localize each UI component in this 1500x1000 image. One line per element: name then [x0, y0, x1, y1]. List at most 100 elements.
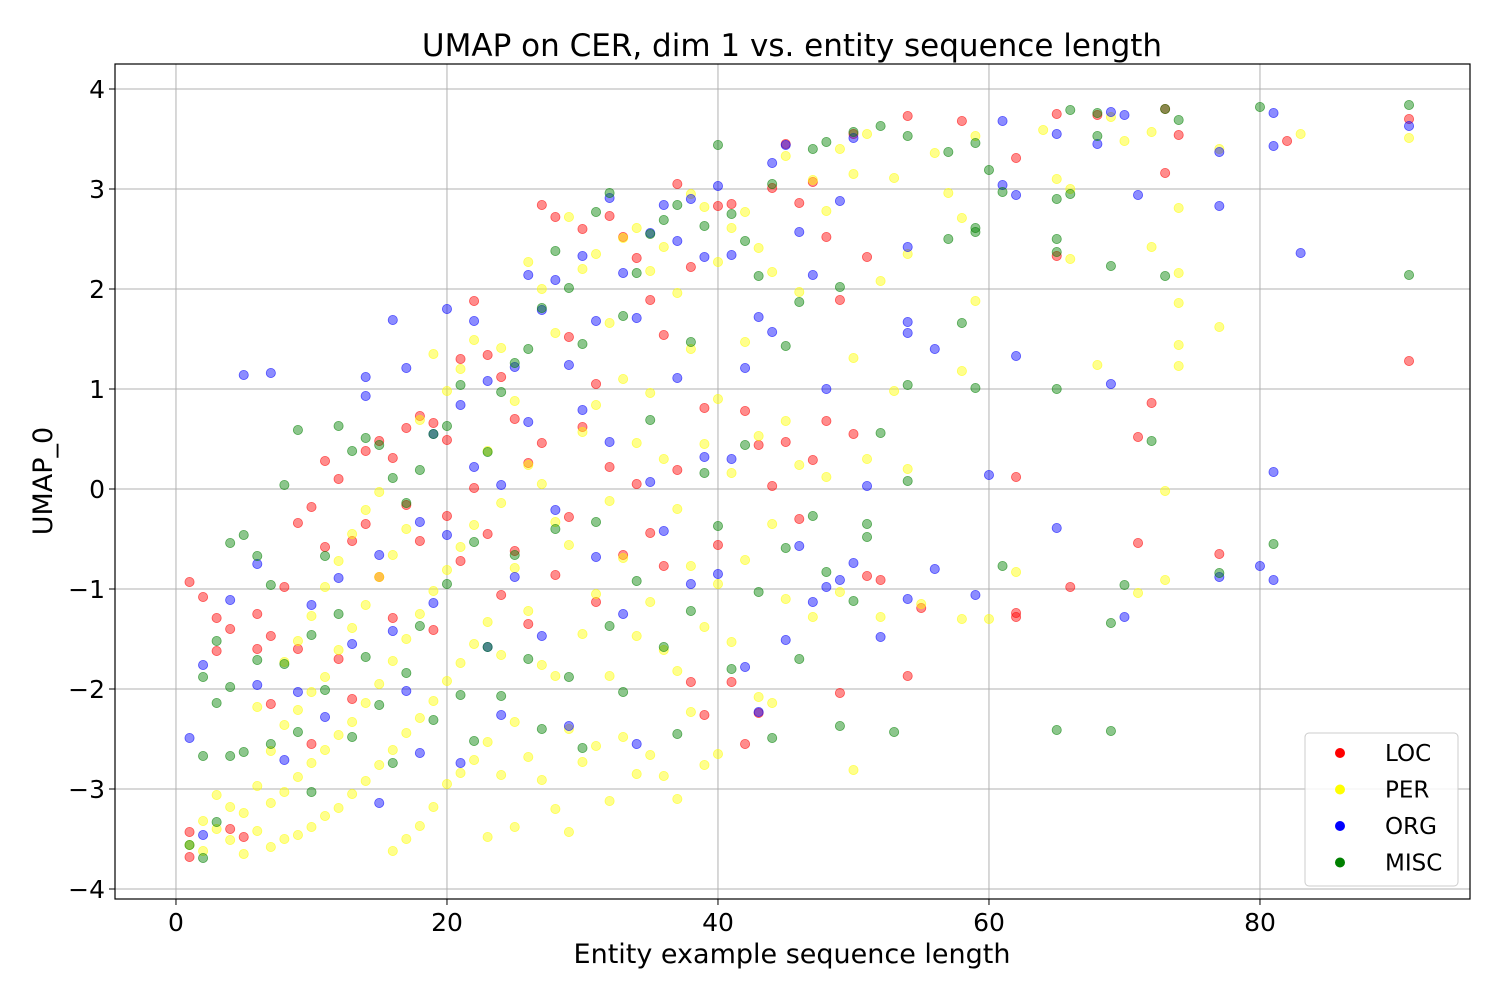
data-point	[1254, 102, 1265, 113]
data-point	[591, 589, 602, 600]
data-point	[929, 564, 940, 575]
data-point	[496, 770, 507, 781]
data-point	[198, 816, 209, 827]
grid-lines	[115, 64, 1470, 899]
data-point	[306, 739, 317, 750]
data-point	[848, 765, 859, 776]
data-point	[997, 186, 1008, 197]
data-point	[604, 796, 615, 807]
data-point	[252, 609, 263, 620]
data-point	[740, 206, 751, 217]
data-point	[401, 497, 412, 508]
data-point	[997, 561, 1008, 572]
data-point	[320, 551, 331, 562]
data-point	[428, 696, 439, 707]
data-point	[441, 779, 452, 790]
data-point	[807, 174, 818, 185]
data-point	[347, 536, 358, 547]
data-point	[401, 668, 412, 679]
data-point	[523, 416, 534, 427]
data-point	[862, 251, 873, 262]
y-tick-label: −3	[68, 775, 105, 804]
data-point	[523, 343, 534, 354]
data-point	[821, 567, 832, 578]
data-point	[699, 622, 710, 633]
data-point	[834, 195, 845, 206]
data-point	[834, 688, 845, 699]
data-point	[902, 111, 913, 122]
data-point	[685, 606, 696, 617]
data-point	[496, 371, 507, 382]
data-point	[482, 617, 493, 628]
data-point	[441, 420, 452, 431]
data-point	[455, 379, 466, 390]
data-point	[943, 146, 954, 157]
data-point	[591, 597, 602, 608]
data-point	[536, 283, 547, 294]
data-point	[1133, 588, 1144, 599]
data-point	[1160, 270, 1171, 281]
data-point	[441, 530, 452, 541]
data-point	[1119, 580, 1130, 591]
data-point	[862, 480, 873, 491]
data-point	[184, 852, 195, 863]
data-point	[1092, 138, 1103, 149]
legend-label-per: PER	[1385, 778, 1429, 804]
data-point	[469, 537, 480, 548]
data-point	[631, 576, 642, 587]
data-point	[1295, 128, 1306, 139]
data-point	[428, 625, 439, 636]
data-point	[184, 733, 195, 744]
data-point	[604, 461, 615, 472]
data-point	[320, 672, 331, 683]
data-point	[753, 270, 764, 281]
data-point	[780, 594, 791, 605]
data-point	[970, 382, 981, 393]
data-point	[970, 295, 981, 306]
data-point	[306, 758, 317, 769]
data-point	[1404, 132, 1415, 143]
data-point	[685, 707, 696, 718]
data-point	[523, 459, 534, 470]
data-point	[1173, 297, 1184, 308]
data-point	[279, 479, 290, 490]
data-point	[577, 757, 588, 768]
data-point	[956, 212, 967, 223]
data-point	[591, 315, 602, 326]
data-point	[753, 430, 764, 441]
data-point	[889, 727, 900, 738]
data-point	[604, 210, 615, 221]
data-point	[645, 528, 656, 539]
y-tick-label: 4	[89, 75, 105, 104]
data-point	[563, 827, 574, 838]
data-point	[387, 314, 398, 325]
data-point	[740, 555, 751, 566]
data-point	[265, 631, 276, 642]
data-point	[726, 637, 737, 648]
data-point	[577, 629, 588, 640]
data-point	[469, 755, 480, 766]
data-point	[807, 143, 818, 154]
data-point	[618, 609, 629, 620]
data-point	[428, 802, 439, 813]
data-point	[1173, 360, 1184, 371]
data-point	[509, 717, 520, 728]
data-point	[374, 700, 385, 711]
x-tick-label: 0	[168, 908, 184, 937]
data-point	[1011, 612, 1022, 623]
data-point	[455, 399, 466, 410]
data-point	[753, 242, 764, 253]
data-point	[469, 482, 480, 493]
data-point	[672, 503, 683, 514]
data-point	[889, 385, 900, 396]
data-point	[672, 199, 683, 210]
data-point	[929, 147, 940, 158]
data-point	[929, 343, 940, 354]
data-point	[496, 691, 507, 702]
data-point	[225, 802, 236, 813]
data-point	[387, 626, 398, 637]
data-point	[401, 362, 412, 373]
data-point	[441, 385, 452, 396]
data-point	[550, 804, 561, 815]
data-point	[509, 361, 520, 372]
